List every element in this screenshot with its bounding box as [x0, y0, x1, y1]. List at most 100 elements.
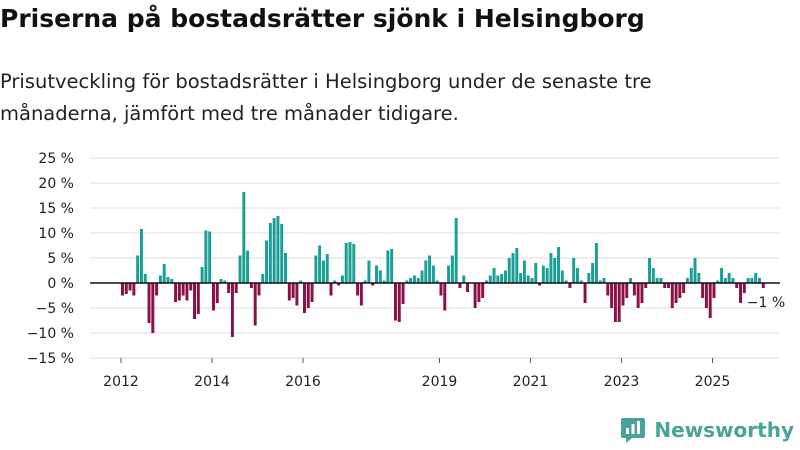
bar [375, 265, 378, 283]
bar [685, 278, 689, 283]
bar [655, 278, 659, 283]
bar [155, 283, 159, 296]
bar [208, 231, 212, 283]
bar [139, 229, 143, 283]
bar [625, 283, 629, 298]
bar [735, 283, 739, 288]
bar [602, 278, 606, 283]
bar [545, 268, 549, 283]
bar [723, 278, 727, 283]
bar [227, 283, 231, 293]
y-tick-label: −10 % [27, 326, 74, 342]
bar [246, 250, 250, 283]
bar [325, 254, 329, 283]
bar [189, 283, 193, 291]
bar [674, 283, 678, 303]
bar [477, 283, 481, 302]
bar [299, 280, 303, 283]
bar [295, 283, 299, 306]
bar [450, 255, 454, 283]
x-tick-label: 2023 [604, 374, 640, 390]
bar [663, 283, 667, 288]
y-tick-label: −15 % [27, 351, 74, 367]
bar [564, 280, 568, 283]
bar [632, 283, 636, 296]
x-tick-label: 2019 [422, 374, 458, 390]
bar [462, 275, 466, 283]
y-axis: 25 % 20 % 15 % 10 % 5 % 0 % −5 % −10 % −15 % [27, 151, 74, 367]
last-value-label: −1 % [747, 295, 785, 311]
bar [356, 283, 360, 296]
bar [481, 283, 485, 298]
bar [177, 283, 181, 301]
bar [424, 260, 428, 283]
bar [697, 273, 701, 283]
bar [371, 283, 375, 286]
bar [750, 278, 754, 283]
bar [758, 278, 761, 283]
bar [276, 216, 280, 283]
bar [541, 265, 545, 283]
bar [200, 267, 204, 283]
bar [739, 283, 742, 303]
bar [492, 268, 496, 283]
bar [352, 244, 356, 283]
bar [306, 283, 310, 308]
bar [405, 280, 409, 283]
bar [303, 283, 306, 313]
bar [219, 279, 223, 283]
bar [731, 278, 735, 283]
bar [458, 283, 462, 288]
bar [367, 260, 371, 283]
bar [617, 283, 621, 322]
bar [420, 270, 424, 283]
bar [128, 283, 132, 291]
bar [727, 273, 731, 283]
bar [409, 278, 413, 283]
bar [500, 274, 504, 283]
bar [659, 278, 663, 283]
bar [359, 283, 363, 306]
y-tick-label: 20 % [38, 176, 74, 192]
bars [121, 192, 765, 337]
bar [394, 283, 397, 321]
bar [522, 260, 526, 283]
bar [613, 283, 617, 322]
bar [348, 242, 352, 283]
bar [591, 263, 595, 283]
bar [640, 283, 644, 303]
bar [287, 283, 291, 301]
bar [636, 283, 640, 308]
y-tick-label: 25 % [38, 151, 74, 167]
bar [708, 283, 712, 318]
bar [439, 283, 443, 296]
bar [519, 273, 523, 283]
bar [579, 280, 583, 283]
bar [754, 273, 758, 283]
bar [280, 224, 284, 283]
bar [701, 283, 705, 298]
newsworthy-brand[interactable]: Newsworthy [620, 416, 794, 444]
x-tick-label: 2014 [194, 374, 230, 390]
bar [568, 283, 572, 288]
bar [587, 273, 591, 283]
bar [170, 279, 174, 283]
bar [693, 258, 697, 283]
bar [314, 255, 318, 283]
bar [689, 268, 693, 283]
bar [204, 230, 208, 283]
bar [746, 278, 750, 283]
bar [667, 283, 670, 288]
bar [223, 280, 227, 283]
bar [610, 283, 614, 308]
bar [257, 283, 261, 296]
bar [340, 275, 344, 283]
bar [598, 280, 602, 283]
bar [428, 255, 432, 283]
bar [261, 274, 265, 283]
bar [397, 283, 401, 322]
bar [503, 270, 507, 283]
bar [682, 283, 686, 293]
newsworthy-logo-icon [621, 418, 646, 443]
